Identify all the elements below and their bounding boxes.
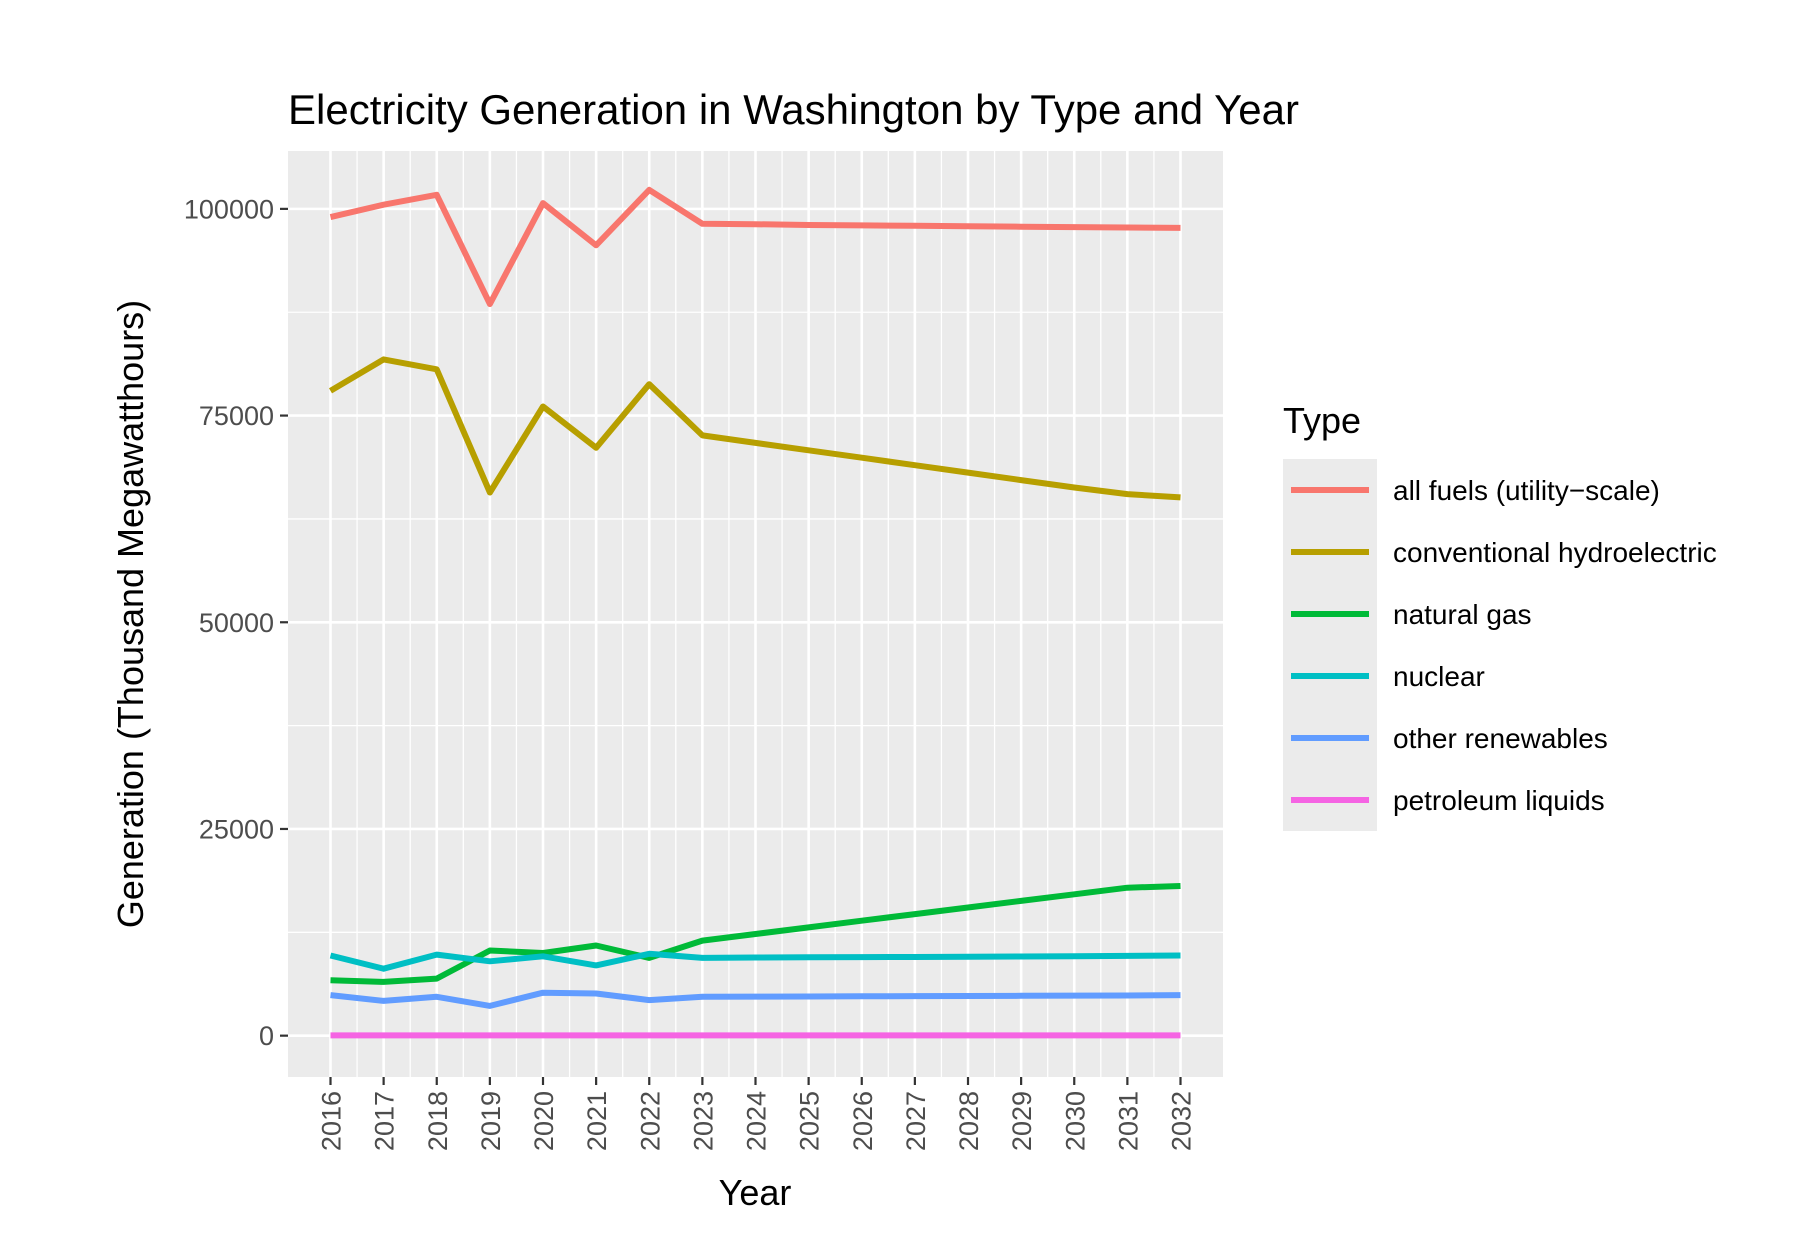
x-tick-label: 2031 bbox=[1113, 1091, 1143, 1151]
x-tick-label: 2017 bbox=[370, 1091, 400, 1151]
legend-label-conventional-hydroelectric: conventional hydroelectric bbox=[1393, 537, 1717, 568]
chart-title: Electricity Generation in Washington by … bbox=[288, 86, 1299, 133]
legend-key-background bbox=[1283, 459, 1377, 831]
series-line-other-renewables bbox=[330, 989, 1181, 1009]
y-tick-label: 0 bbox=[259, 1021, 274, 1051]
legend-label-petroleum-liquids: petroleum liquids bbox=[1393, 785, 1605, 816]
series-line-all-fuels-utility-scale bbox=[329, 186, 1181, 307]
series-line-nuclear bbox=[329, 950, 1181, 972]
x-tick-label: 2016 bbox=[317, 1091, 347, 1151]
x-tick-label: 2024 bbox=[742, 1091, 772, 1151]
y-axis-ticks: 0 25000 50000 75000 100000 bbox=[184, 194, 288, 1051]
x-tick-label: 2029 bbox=[1007, 1091, 1037, 1151]
x-axis-ticks: 2016 2017 2018 2019 2020 2021 2022 2023 2024 2025… bbox=[317, 1077, 1197, 1151]
x-axis-title: Year bbox=[719, 1172, 792, 1213]
legend-label-other-renewables: other renewables bbox=[1393, 723, 1608, 754]
x-tick-label: 2019 bbox=[476, 1091, 506, 1151]
y-tick-label: 50000 bbox=[199, 608, 274, 638]
legend-items: all fuels (utility−scale) conventional hy… bbox=[1291, 475, 1717, 816]
x-tick-label: 2023 bbox=[688, 1091, 718, 1151]
y-tick-label: 100000 bbox=[184, 194, 274, 224]
x-tick-label: 2020 bbox=[529, 1091, 559, 1151]
legend-title: Type bbox=[1283, 400, 1361, 441]
legend-label-natural-gas: natural gas bbox=[1393, 599, 1532, 630]
x-tick-label: 2026 bbox=[848, 1091, 878, 1151]
legend-label-nuclear: nuclear bbox=[1393, 661, 1485, 692]
x-tick-label: 2030 bbox=[1060, 1091, 1090, 1151]
x-tick-label: 2022 bbox=[635, 1091, 665, 1151]
x-tick-label: 2018 bbox=[423, 1091, 453, 1151]
x-tick-label: 2021 bbox=[582, 1091, 612, 1151]
x-tick-label: 2025 bbox=[795, 1091, 825, 1151]
y-axis-title: Generation (Thousand Megawatthours) bbox=[110, 300, 151, 928]
y-tick-label: 25000 bbox=[199, 814, 274, 844]
series-lines bbox=[328, 186, 1181, 1039]
series-line-conventional-hydroelectric bbox=[328, 356, 1181, 501]
x-tick-label: 2028 bbox=[954, 1091, 984, 1151]
legend-label-all-fuels-utility-scale: all fuels (utility−scale) bbox=[1393, 475, 1660, 506]
legend: Type all fuels (utility−scale) convention… bbox=[1283, 400, 1717, 831]
y-tick-label: 75000 bbox=[199, 401, 274, 431]
minor-gridlines-x bbox=[356, 151, 1155, 1077]
x-tick-label: 2027 bbox=[901, 1091, 931, 1151]
x-tick-label: 2032 bbox=[1167, 1091, 1197, 1151]
